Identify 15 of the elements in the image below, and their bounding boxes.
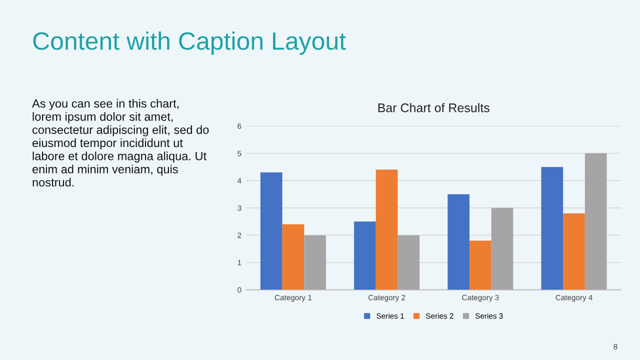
bar: [584, 153, 607, 290]
bar: [541, 166, 564, 290]
bar: [260, 172, 282, 290]
bar: [398, 235, 420, 290]
chart-title: Bar Chart of Results: [378, 103, 490, 112]
bar: [491, 208, 514, 290]
bar: [282, 224, 304, 290]
bar: [354, 222, 376, 290]
bar: [563, 213, 585, 290]
text: Content with Caption Layout: [33, 32, 346, 55]
bar: [448, 194, 470, 290]
bar: [304, 235, 326, 290]
bar: [469, 240, 492, 290]
bar: [376, 170, 398, 290]
text: As you can see in this chart, lorem ipsum dolor sit amet, consectetur adipiscing elit, sed do eiusmod tempor incididunt ut labore et dolore magna aliqua. Ut enim ad minim veniam, quis nostrud.: [32, 99, 209, 187]
